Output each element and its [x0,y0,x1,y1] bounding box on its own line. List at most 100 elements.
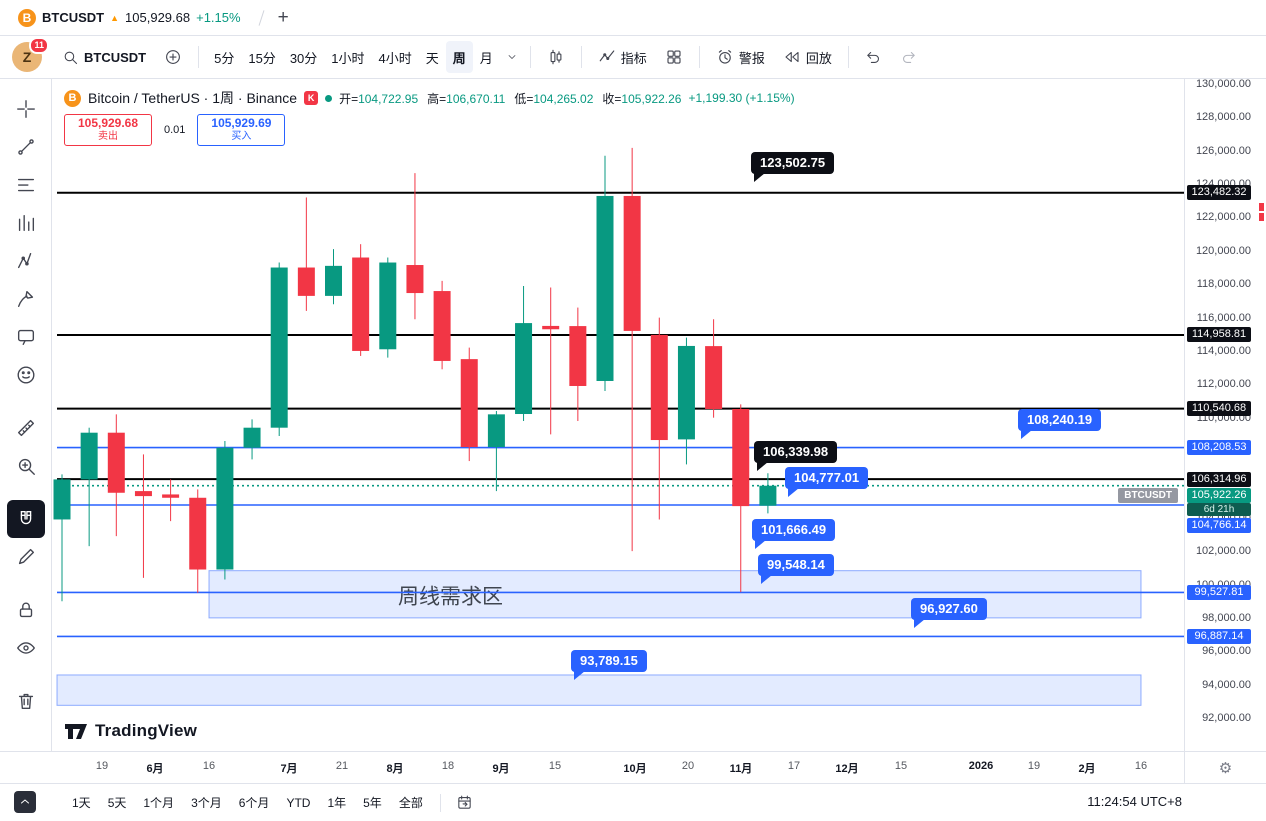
drawing-toolbar [0,79,52,751]
measure-tool[interactable] [7,409,45,447]
price-axis-badge: 108,208.53 [1187,440,1251,456]
price-callout[interactable]: 108,240.19 [1018,409,1102,439]
price-axis[interactable]: 130,000.00 128,000.00 126,000.00 124,000.00… [1184,78,1266,751]
price-callout[interactable]: 99,548.14 [758,554,834,584]
candle-body [270,267,288,428]
search-icon [64,51,78,64]
gear-icon[interactable]: ⚙ [1218,759,1233,777]
candle-body [297,267,315,296]
sell-button[interactable]: 105,929.68 卖出 [64,114,152,146]
bitcoin-icon: B [64,89,81,107]
candle-body [243,427,261,448]
redo-button[interactable] [892,41,925,73]
main-toolbar: Z 11 BTCUSDT 5分 15分 30分 1小时 4小时天周月 指标 [0,36,1266,79]
text-tool[interactable] [7,318,45,356]
tab-strip: B BTCUSDT ▲ 105,929.68 +1.15% + [0,0,1266,36]
goto-date-button[interactable] [450,793,479,812]
emoji-tool[interactable] [7,356,45,394]
session-clock[interactable]: 11:24:54 UTC+8 [1087,794,1182,809]
indicators-icon [599,50,615,62]
range-button-0[interactable]: 1天 [64,790,99,815]
candle-body [352,257,370,351]
undo-button[interactable] [857,41,890,73]
user-avatar[interactable]: Z 11 [12,37,49,72]
interval-button-2[interactable]: 30分 [283,41,324,73]
symbol-search-label: BTCUSDT [84,49,147,65]
candle-body [677,345,695,440]
zoom-in-tool[interactable] [7,447,45,485]
gann-tool[interactable] [7,204,45,242]
price-tick: 94,000.00 [1202,678,1251,691]
price-callout[interactable]: 101,666.49 [752,519,836,549]
range-button-8[interactable]: 全部 [391,790,431,815]
range-button-7[interactable]: 5年 [355,790,390,815]
crosshair-tool[interactable] [7,90,45,128]
buy-button[interactable]: 105,929.69 买入 [197,114,286,146]
redo-icon [902,51,915,63]
time-tick: 19 [95,760,109,772]
axis-alert-marker[interactable] [1259,203,1264,211]
interval-button-4[interactable]: 4小时 [372,41,419,73]
price-callout[interactable]: 123,502.75 [751,152,835,182]
axis-alert-marker[interactable] [1259,213,1264,221]
range-button-3[interactable]: 3个月 [183,790,230,815]
chart-pane[interactable]: 周线需求区 123,502.75 108,240.19 106,339.98 104,… [52,79,1184,751]
layout-grid-button[interactable] [657,41,691,73]
trendline-tool[interactable] [7,128,45,166]
interval-button-7[interactable]: 月 [473,41,500,73]
symbol-search-button[interactable]: BTCUSDT [54,41,154,73]
candle-body [325,265,342,296]
tradingview-logo[interactable]: TradingView [64,721,197,741]
price-callout[interactable]: 104,777.01 [785,467,869,497]
range-button-4[interactable]: 6个月 [231,790,278,815]
interval-button-6[interactable]: 周 [445,41,473,73]
candle-body [732,409,750,507]
drawing-tool[interactable] [7,538,45,576]
hide-drawings-tool[interactable] [7,629,45,667]
price-tick: 128,000.00 [1195,111,1251,124]
price-tick: 116,000.00 [1196,311,1251,324]
candle-body [460,359,478,448]
price-tick: 118,000.00 [1196,278,1251,291]
range-button-2[interactable]: 1个月 [135,790,182,815]
fib-retracement-tool[interactable] [7,166,45,204]
remove-drawings-tool[interactable] [7,682,45,720]
chart-legend[interactable]: B Bitcoin / TetherUS · 1周 · Binance K 开=… [64,88,795,108]
interval-button-1[interactable]: 15分 [241,41,282,73]
replay-button[interactable]: 回放 [775,41,840,73]
interval-menu-button[interactable] [502,41,522,73]
candle-body [569,326,587,386]
price-callout[interactable]: 106,339.98 [754,441,838,471]
interval-button-3[interactable]: 1小时 [324,41,371,73]
ohlc-item: 开=104,722.95 [339,91,419,106]
lock-all-tool[interactable] [7,591,45,629]
range-button-6[interactable]: 1年 [319,790,354,815]
chart-style-button[interactable] [539,41,573,73]
symbol-tab[interactable]: B BTCUSDT ▲ 105,929.68 +1.15% [8,0,251,35]
indicators-button[interactable]: 指标 [590,41,655,73]
demand-zone[interactable] [56,674,1142,706]
main-area: 周线需求区 123,502.75 108,240.19 106,339.98 104,… [0,78,1266,751]
candles-icon [550,49,562,65]
range-button-5[interactable]: YTD [278,792,318,814]
compare-add-button[interactable] [156,41,190,73]
time-tick: 8月 [386,763,404,775]
price-callout[interactable]: 93,789.15 [571,650,647,680]
range-button-1[interactable]: 5天 [100,790,135,815]
candlestick-chart[interactable]: 周线需求区 [52,79,1184,751]
tab-divider [258,9,265,26]
zone-label: 周线需求区 [398,585,503,608]
add-tab-button[interactable]: + [272,7,295,28]
pattern-tool[interactable] [7,242,45,280]
interval-button-5[interactable]: 天 [419,41,446,73]
alert-button[interactable]: 警报 [708,41,773,73]
brush-tool[interactable] [7,280,45,318]
price-callout[interactable]: 96,927.60 [911,598,987,628]
time-axis[interactable]: 19 6月 16 7月 21 8月 18 9月 15 10月 20 11月 17 12月 15 2026 19 2… [0,751,1266,783]
expand-bottom-panel-icon[interactable] [14,791,36,813]
price-axis-badge: 106,314.96 [1187,471,1251,487]
interval-button-0[interactable]: 5分 [207,41,241,73]
time-tick: 7月 [280,763,298,775]
magnet-tool[interactable] [6,500,45,538]
time-tick: 21 [335,760,349,772]
